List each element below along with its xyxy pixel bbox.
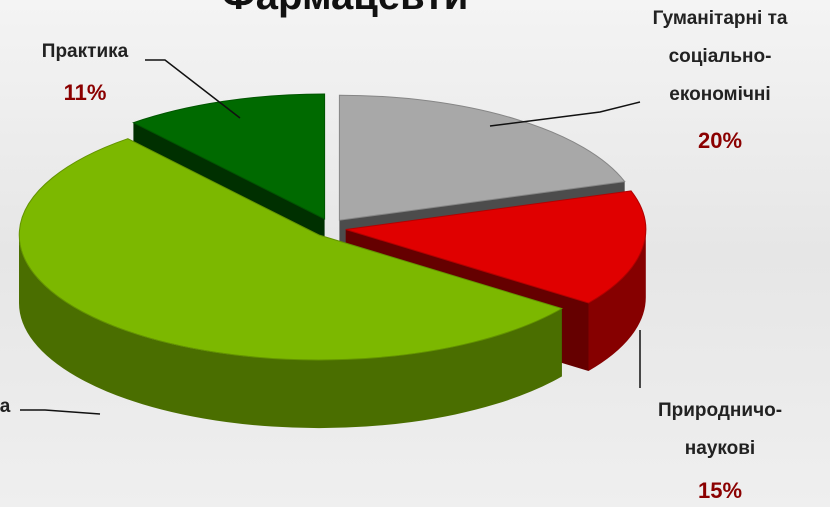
value-label: 15% bbox=[670, 478, 770, 504]
category-label: а bbox=[0, 388, 20, 426]
page: Фармацевти Гуманітарні та соціально-екон… bbox=[0, 0, 830, 507]
value-label: 20% bbox=[670, 128, 770, 154]
chart-title: Фармацевти bbox=[145, 0, 545, 19]
category-label: Практика bbox=[20, 33, 150, 71]
value-label: 11% bbox=[35, 80, 135, 106]
pie bbox=[19, 94, 646, 428]
leader-line bbox=[20, 410, 100, 414]
leader-line bbox=[490, 102, 640, 126]
category-label: Гуманітарні та соціально-економічні bbox=[620, 0, 820, 114]
category-label: Природничо-наукові bbox=[630, 392, 810, 468]
